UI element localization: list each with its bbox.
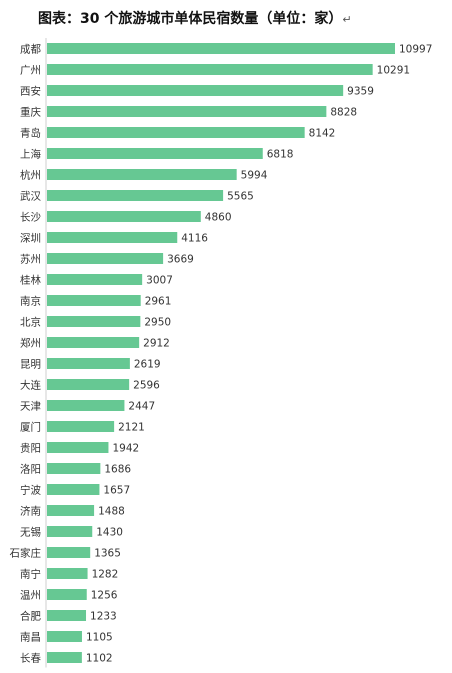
data-label: 1105 — [86, 632, 113, 644]
bar — [47, 127, 305, 138]
data-label: 1686 — [104, 464, 131, 476]
category-label: 厦门 — [20, 421, 41, 434]
bar — [47, 547, 91, 558]
category-label: 济南 — [20, 505, 41, 518]
bar — [47, 652, 82, 663]
bar — [47, 568, 88, 579]
data-label: 8828 — [330, 107, 357, 119]
bar — [47, 64, 373, 75]
bar — [47, 190, 224, 201]
data-label: 3007 — [146, 275, 173, 287]
bar — [47, 505, 95, 516]
category-label: 昆明 — [20, 359, 41, 371]
data-label: 6818 — [267, 149, 294, 161]
bar — [47, 379, 130, 390]
data-label: 1488 — [98, 506, 125, 518]
data-label: 2121 — [118, 422, 145, 434]
bar — [47, 106, 327, 117]
bar — [47, 316, 141, 327]
category-label: 南京 — [20, 295, 41, 308]
bar — [47, 85, 344, 96]
data-label: 5994 — [241, 170, 268, 182]
category-label: 无锡 — [20, 526, 41, 539]
data-label: 1365 — [94, 548, 121, 560]
bar — [47, 358, 130, 369]
category-label: 洛阳 — [20, 463, 41, 476]
data-label: 4860 — [205, 212, 232, 224]
bar — [47, 253, 164, 264]
category-label: 贵阳 — [20, 442, 41, 455]
category-label: 苏州 — [20, 253, 41, 266]
data-label: 9359 — [347, 86, 374, 98]
category-label: 大连 — [20, 379, 41, 392]
bar — [47, 43, 395, 54]
bar — [47, 589, 87, 600]
bar — [47, 232, 178, 243]
category-label: 北京 — [20, 316, 41, 329]
chart-title: 图表：30 个旅游城市单体民宿数量（单位：家）↵ — [38, 8, 352, 28]
category-label: 南宁 — [20, 568, 41, 581]
data-label: 10997 — [399, 44, 432, 56]
data-label: 10291 — [377, 65, 410, 77]
category-label: 青岛 — [20, 127, 41, 140]
category-label: 长春 — [20, 653, 41, 665]
data-label: 8142 — [309, 128, 336, 140]
bar — [47, 400, 125, 411]
data-label: 1256 — [91, 590, 118, 602]
data-label: 5565 — [227, 191, 254, 203]
category-label: 天津 — [20, 401, 41, 413]
category-label: 杭州 — [20, 169, 41, 182]
category-label: 西安 — [20, 85, 41, 98]
bar — [47, 526, 93, 537]
category-label: 南昌 — [20, 631, 41, 644]
category-label: 成都 — [20, 44, 41, 56]
data-label: 2447 — [128, 401, 155, 413]
category-label: 广州 — [20, 65, 41, 77]
data-label: 1657 — [103, 485, 130, 497]
category-label: 宁波 — [20, 484, 41, 497]
data-label: 3669 — [167, 254, 194, 266]
data-label: 1430 — [96, 527, 123, 539]
bar — [47, 421, 115, 432]
return-mark-icon: ↵ — [342, 13, 352, 26]
category-label: 合肥 — [20, 610, 41, 623]
category-label: 石家庄 — [10, 547, 42, 560]
category-label: 温州 — [20, 590, 41, 602]
category-label: 上海 — [20, 148, 41, 161]
bar — [47, 211, 201, 222]
data-label: 2961 — [145, 296, 172, 308]
bar — [47, 148, 263, 159]
data-label: 2912 — [143, 338, 170, 350]
category-label: 桂林 — [20, 274, 41, 287]
bar — [47, 610, 87, 621]
bar — [47, 169, 237, 180]
category-label: 郑州 — [20, 337, 41, 350]
category-label: 重庆 — [20, 106, 41, 119]
data-label: 2950 — [144, 317, 171, 329]
data-label: 2619 — [134, 359, 161, 371]
data-label: 1233 — [90, 611, 117, 623]
bar — [47, 484, 100, 495]
category-label: 武汉 — [20, 190, 41, 203]
data-label: 1282 — [92, 569, 119, 581]
bar — [47, 442, 109, 453]
category-label: 深圳 — [20, 233, 41, 245]
bar — [47, 295, 141, 306]
chart-title-text: 图表：30 个旅游城市单体民宿数量（单位：家） — [38, 11, 343, 27]
bar — [47, 337, 140, 348]
data-label: 1942 — [112, 443, 139, 455]
data-label: 1102 — [86, 653, 113, 665]
category-label: 长沙 — [20, 212, 41, 224]
bar — [47, 274, 143, 285]
bar — [47, 463, 101, 474]
data-label: 4116 — [181, 233, 208, 245]
bar — [47, 631, 82, 642]
data-label: 2596 — [133, 380, 160, 392]
